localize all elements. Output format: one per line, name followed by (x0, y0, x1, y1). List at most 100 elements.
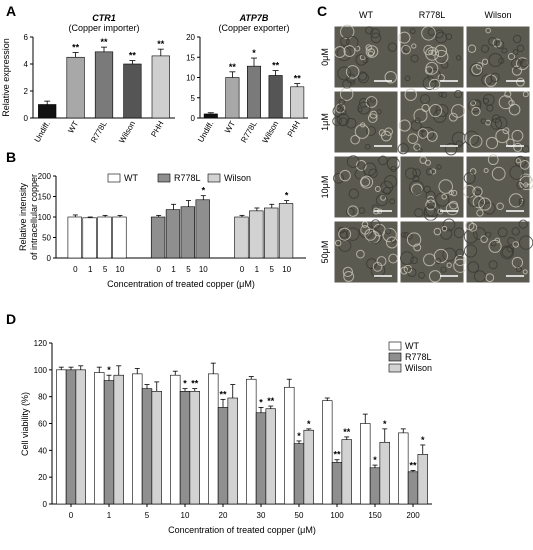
y-tick-label: 150 (38, 193, 52, 202)
bar (217, 407, 229, 505)
micrograph-row-label: 1μM (320, 113, 330, 131)
bar (170, 374, 181, 505)
bar (67, 216, 82, 259)
cell-outline (495, 129, 510, 144)
bar (132, 373, 143, 505)
cell-outline (496, 202, 504, 211)
cell-outline (507, 52, 516, 61)
bar (417, 454, 428, 505)
cell-outline (348, 188, 360, 199)
cell-outline (412, 168, 421, 178)
cell-outline (338, 117, 348, 127)
cell-outline (355, 53, 368, 66)
micrograph-image (399, 220, 465, 284)
bar (150, 216, 166, 259)
cell-outline (435, 31, 448, 44)
x-tick-label: 50 (295, 511, 304, 520)
legend-swatch (388, 352, 402, 362)
x-tick-label: 0 (73, 265, 78, 274)
legend-swatch (207, 173, 221, 183)
bar (246, 378, 257, 505)
cell-outline (367, 113, 378, 123)
bar (195, 199, 210, 259)
cell-outline (498, 95, 513, 110)
cell-outline (343, 45, 356, 57)
cell-outline (455, 140, 463, 148)
cell-outline (400, 232, 407, 238)
cell-outline (484, 74, 498, 87)
cell-outline (501, 47, 508, 54)
significance-mark: * (183, 379, 187, 389)
x-tick-label: 5 (186, 265, 191, 274)
cell-outline (425, 46, 440, 61)
x-tick-label: 0 (69, 511, 74, 520)
significance-mark: ** (191, 379, 199, 389)
cell-outline (511, 58, 522, 69)
bar (141, 388, 153, 505)
cell-outline (386, 236, 399, 249)
cell-outline (419, 156, 427, 164)
cell-outline (497, 227, 508, 238)
cell-outline (350, 134, 360, 145)
cell-outline (483, 202, 496, 215)
y-tick-label: 10 (186, 74, 195, 83)
cell-outline (521, 145, 530, 153)
x-tick-label: 1 (255, 265, 260, 274)
x-tick-label: 10 (282, 265, 291, 274)
cell-outline (515, 266, 522, 273)
cell-outline (440, 91, 448, 98)
cell-outline (368, 50, 374, 57)
cell-outline (421, 25, 436, 41)
cell-outline (522, 269, 528, 275)
cell-outline (413, 143, 421, 151)
cell-outline (340, 24, 355, 39)
bar (112, 216, 127, 259)
cell-outline (485, 231, 492, 238)
cell-outline (438, 179, 453, 194)
micrograph-image (465, 25, 531, 89)
cell-outline (454, 90, 463, 99)
cell-outline (375, 194, 388, 207)
cell-outline (491, 114, 501, 124)
x-tick-label: WT (223, 119, 237, 134)
cell-outline (440, 227, 453, 240)
cell-outline (378, 129, 386, 137)
cell-outline (374, 186, 381, 193)
cell-outline (357, 107, 363, 113)
cell-outline (480, 44, 490, 53)
cell-outline (455, 248, 465, 258)
cell-outline (357, 101, 371, 115)
x-tick-label: Undiff. (196, 120, 215, 144)
cell-outline (383, 186, 391, 195)
cell-outline (509, 165, 524, 180)
cell-outline (442, 247, 457, 262)
bar (278, 203, 294, 259)
y-tick-label: 2 (24, 87, 29, 96)
legend-label: R778L (405, 352, 432, 362)
bar (180, 206, 195, 259)
cell-outline (337, 66, 352, 81)
cell-outline (413, 243, 422, 252)
bar (284, 386, 295, 505)
panel-letter-c: C (317, 3, 327, 19)
cell-outline (515, 158, 521, 164)
cell-outline (511, 65, 523, 76)
y-tick-label: 0 (191, 114, 196, 123)
significance-mark: * (259, 397, 263, 407)
cell-outline (384, 70, 397, 84)
cell-outline (471, 106, 481, 117)
bar (82, 217, 97, 259)
chart-ctr1-expression: 0 2 4 6 Undiff. ** WT ** R778L ** Wilson ** PHH CTR1(… (1, 13, 175, 145)
cell-outline (467, 261, 480, 273)
cell-outline (410, 54, 419, 63)
y-axis-label: Relative intensity (18, 182, 28, 251)
cell-outline (490, 72, 500, 83)
cell-outline (476, 209, 484, 217)
cell-outline (488, 260, 498, 270)
y-tick-label: 100 (38, 213, 52, 222)
y-tick-label: 120 (34, 339, 48, 348)
legend-label: Wilson (405, 363, 432, 373)
cell-outline (334, 239, 342, 247)
cell-outline (446, 262, 452, 268)
